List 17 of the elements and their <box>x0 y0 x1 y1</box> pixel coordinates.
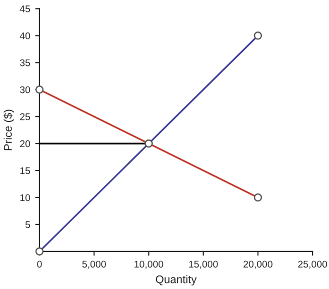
y-tick-label: 30 <box>20 86 30 94</box>
y-tick-label: 25 <box>20 113 30 120</box>
x-tick-label: 25,000 <box>298 260 328 269</box>
y-tick-label: 20 <box>20 140 30 148</box>
y-tick-label: 45 <box>20 6 30 12</box>
x-tick-label: 15,000 <box>189 260 218 269</box>
y-axis-title: Price ($) <box>4 110 14 150</box>
x-axis-title: Quantity <box>156 275 197 286</box>
y-tick-label: 10 <box>20 194 30 202</box>
y-tick-label: 40 <box>20 32 30 40</box>
x-tick-label: 10,000 <box>134 260 164 269</box>
y-tick-label: 5 <box>25 221 30 228</box>
x-tick-label: 5,000 <box>82 260 106 269</box>
x-tick-label: 0 <box>37 260 42 268</box>
y-tick-label: 35 <box>20 59 30 66</box>
x-tick-label: 20,000 <box>244 260 272 269</box>
y-tick-label: 15 <box>20 167 30 174</box>
